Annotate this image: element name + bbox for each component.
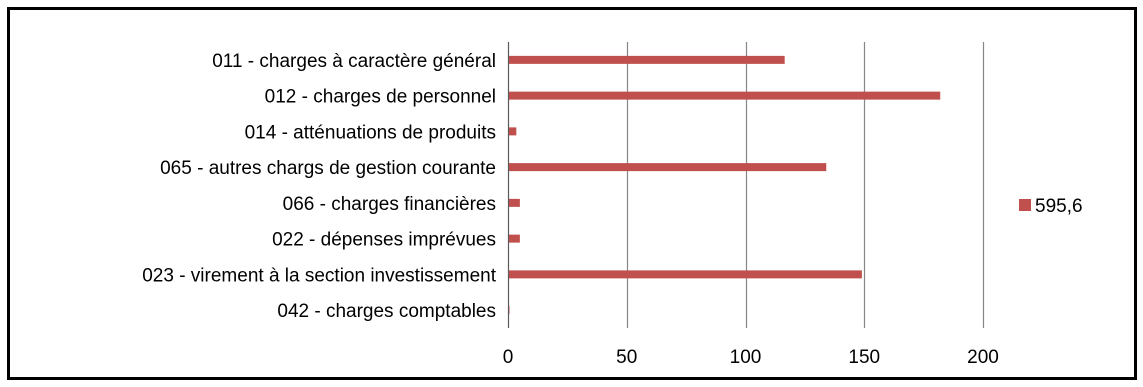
x-tick-labels: 0 50 100 150 200 — [503, 347, 999, 368]
grid-lines — [507, 42, 985, 328]
bar — [509, 234, 520, 243]
bar — [509, 270, 862, 279]
bar — [509, 127, 517, 136]
legend-label: 595,6 — [1035, 196, 1083, 217]
bar — [509, 306, 510, 315]
category-label: 022 - dépenses imprévues — [272, 230, 496, 251]
legend-swatch — [1019, 199, 1031, 211]
category-label: 066 - charges financières — [283, 194, 496, 215]
category-label: 014 - atténuations de produits — [245, 122, 496, 143]
x-tick-label: 150 — [848, 347, 880, 368]
chart-frame — [7, 7, 1137, 380]
category-label: 011 - charges à caractère général — [212, 51, 496, 72]
category-label: 065 - autres chargs de gestion courante — [160, 158, 496, 179]
bar — [509, 163, 827, 172]
x-tick-label: 100 — [730, 347, 762, 368]
category-label: 023 - virement à la section investisseme… — [142, 265, 496, 286]
x-tick-label: 200 — [967, 347, 999, 368]
legend: 595,6 — [1019, 196, 1083, 217]
bar — [509, 198, 520, 207]
bar — [509, 55, 785, 64]
category-label: 012 - charges de personnel — [265, 87, 496, 108]
category-label: 042 - charges comptables — [277, 301, 496, 322]
x-tick-label: 50 — [616, 347, 637, 368]
x-tick-label: 0 — [503, 347, 514, 368]
bar — [509, 91, 941, 100]
bars — [509, 55, 941, 315]
category-labels: 011 - charges à caractère général 012 - c… — [142, 51, 496, 322]
